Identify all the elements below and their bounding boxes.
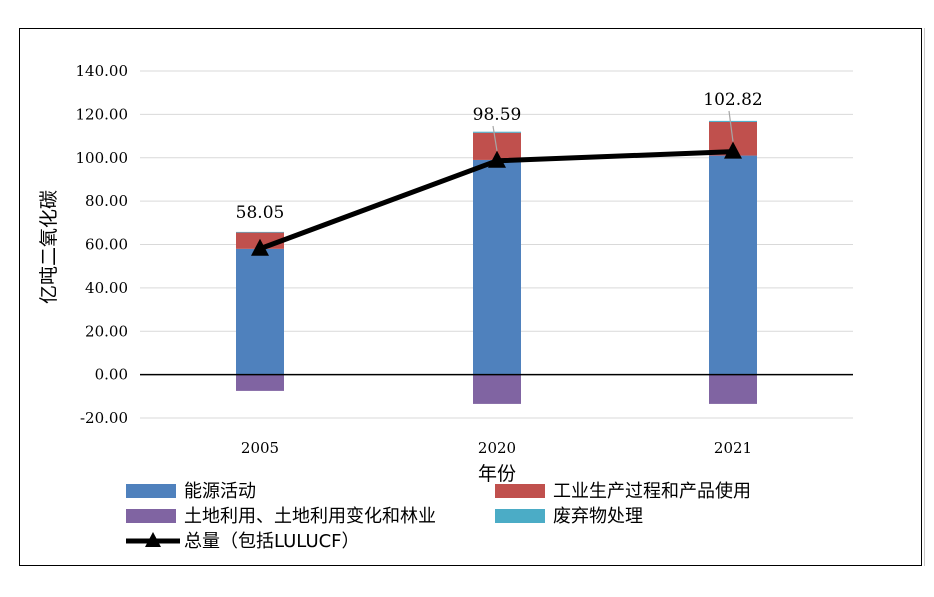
y-tick-label: -20.00 (80, 409, 128, 427)
legend-label: 工业生产过程和产品使用 (553, 481, 751, 502)
total-marker (251, 238, 269, 256)
data-label: 98.59 (473, 105, 522, 125)
bar-segment (236, 248, 284, 375)
chart-frame (19, 28, 922, 566)
legend-item: 工业生产过程和产品使用 (495, 481, 751, 502)
y-tick-label: 20.00 (85, 322, 128, 340)
legend-label: 废弃物处理 (553, 506, 643, 527)
legend-label: 能源活动 (184, 481, 256, 502)
data-labels: 58.05 98.59 102.82 (236, 90, 763, 223)
x-tick-label: 2005 (241, 439, 279, 457)
x-tick-label: 2020 (478, 439, 516, 457)
y-tick-label: 0.00 (95, 366, 128, 384)
data-label-leaders (492, 110, 734, 151)
y-tick-label: 120.00 (76, 105, 129, 123)
y-axis-title: 亿吨二氧化碳 (38, 190, 60, 304)
bar-segment (473, 159, 521, 375)
bar-segment (236, 374, 284, 391)
data-label: 102.82 (703, 90, 762, 110)
total-marker (724, 141, 742, 159)
legend-label: 总量（包括LULUCF） (184, 531, 360, 552)
y-tick-label: 40.00 (85, 279, 128, 297)
x-tick-labels: 2005 2020 2021 (241, 439, 752, 457)
legend-marker (145, 532, 161, 547)
legend-swatch (126, 509, 176, 523)
legend-item: 土地利用、土地利用变化和林业 (126, 506, 436, 527)
y-tick-label: 80.00 (85, 192, 128, 210)
data-label-leader (492, 125, 498, 151)
y-tick-labels: 140.00 120.00 100.00 80.00 60.00 40.00 20.00 0.… (76, 62, 129, 427)
x-axis-title: 年份 (478, 463, 516, 485)
bars (236, 120, 757, 404)
x-tick-label: 2021 (714, 439, 752, 457)
bar-segment (473, 131, 521, 133)
legend-item: 能源活动 (126, 481, 256, 502)
legend-item: 总量（包括LULUCF） (126, 531, 360, 552)
legend-swatch (495, 484, 545, 498)
bar-segment (473, 374, 521, 404)
legend-swatch (495, 509, 545, 523)
data-label: 58.05 (236, 203, 285, 223)
bar-segment (709, 374, 757, 404)
legend-label: 土地利用、土地利用变化和林业 (184, 506, 436, 527)
bar-segment (236, 231, 284, 233)
y-tick-label: 60.00 (85, 236, 128, 254)
total-line (251, 141, 742, 256)
total-marker (488, 150, 506, 168)
y-tick-label: 100.00 (76, 149, 129, 167)
legend-item: 废弃物处理 (495, 506, 643, 527)
y-tick-label: 140.00 (76, 62, 129, 80)
bar-segment (709, 155, 757, 375)
bar-segment (709, 120, 757, 122)
legend-swatch (126, 484, 176, 498)
right-edge-panel (924, 28, 934, 566)
data-label-leader (728, 110, 734, 142)
